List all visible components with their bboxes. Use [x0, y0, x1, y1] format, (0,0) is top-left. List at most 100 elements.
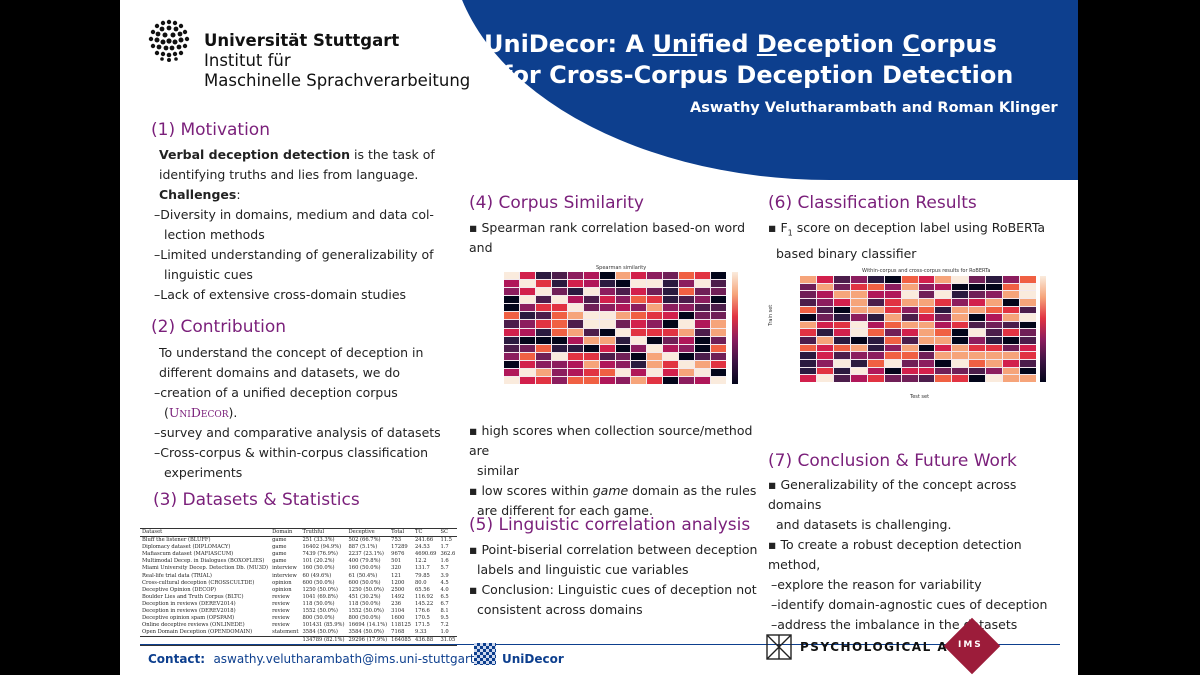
- heatmap-cell: [969, 298, 986, 306]
- heatmap-cell: [615, 320, 631, 328]
- heatmap-cell: [615, 368, 631, 376]
- heatmap-cell: [800, 321, 816, 329]
- heatmap-cell: [695, 328, 711, 336]
- table-cell: 101 (20.2%): [302, 558, 335, 565]
- heatmap-cell: [695, 344, 711, 352]
- heatmap-cell: [850, 360, 867, 367]
- heatmap-cell: [583, 296, 599, 304]
- heatmap-cell: [816, 276, 833, 283]
- heatmap-cell: [695, 312, 711, 320]
- heatmap-cell: [711, 352, 726, 360]
- heatmap-cell: [816, 321, 833, 329]
- heatmap-cell: [1020, 291, 1036, 298]
- heatmap-cell: [986, 298, 1003, 306]
- heatmap-cell: [519, 280, 535, 288]
- heatmap-cell: [1003, 314, 1020, 321]
- heatmap-cell: [583, 376, 599, 384]
- heatmap-cell: [583, 368, 599, 376]
- heatmap-cell: [1020, 306, 1036, 314]
- heatmap-cell: [504, 360, 519, 368]
- heatmap-cell: [567, 360, 583, 368]
- table-cell: 116.92: [414, 593, 434, 600]
- motivation-body: Verbal deception detection is the task o…: [154, 147, 435, 302]
- heatmap-cell: [695, 288, 711, 296]
- heatmap-cell: [504, 280, 519, 288]
- heatmap-cell: [800, 291, 816, 298]
- heatmap-cell: [567, 272, 583, 280]
- heatmap-cell: [679, 304, 695, 312]
- table-cell: 800 (50.0%): [302, 615, 335, 622]
- heatmap-cell: [615, 304, 631, 312]
- heatmap-cell: [935, 367, 952, 375]
- heatmap-cell: [833, 329, 850, 337]
- contact-line: Contact: aswathy.velutharambath@ims.uni-…: [148, 652, 494, 666]
- heatmap-cell: [663, 320, 679, 328]
- heatmap-cell: [1003, 321, 1020, 329]
- table-cell: 1552 (50.0%): [348, 608, 384, 615]
- heatmap-cell: [918, 337, 935, 344]
- heatmap-cell: [535, 312, 551, 320]
- heatmap-cell: [952, 321, 969, 329]
- heatmap-cell: [504, 336, 519, 344]
- heatmap-cell: [884, 306, 901, 314]
- table-cell: 4690.69: [414, 551, 437, 558]
- table-cell: 9.5: [440, 615, 449, 622]
- table-cell: review: [272, 615, 290, 622]
- table-total-cell: 29296 (17.9%): [348, 637, 388, 644]
- heatmap-cell: [519, 312, 535, 320]
- heatmap-cell: [833, 352, 850, 360]
- heatmap-cell: [567, 280, 583, 288]
- heatmap-cell: [583, 352, 599, 360]
- heatmap-cell: [884, 360, 901, 367]
- heatmap-cell: [867, 352, 884, 360]
- heatmap-cell: [867, 321, 884, 329]
- heatmap-cell: [583, 272, 599, 280]
- table-row: Deception in reviews (DEREV2018) review 15…: [140, 608, 457, 615]
- heatmap-cell: [551, 352, 567, 360]
- heatmap-cell: [647, 272, 663, 280]
- heatmap-cell: [918, 314, 935, 321]
- heatmap-cell: [969, 375, 986, 382]
- repo-link[interactable]: UniDecor: [502, 652, 564, 666]
- heatmap-cell: [969, 329, 986, 337]
- table-row: Boulder Lies and Truth Corpus (BLTC) revi…: [140, 594, 457, 601]
- table-cell: 176.6: [414, 608, 430, 615]
- table-cell: 501: [391, 558, 402, 565]
- heatmap-cell: [1003, 344, 1020, 352]
- heatmap-cell: [901, 352, 918, 360]
- heatmap-cell: [986, 360, 1003, 367]
- heatmap-cell: [631, 344, 647, 352]
- similarity-chart-title: Spearman similarity: [596, 265, 647, 271]
- table-cell: 11.5: [440, 537, 452, 544]
- heatmap-cell: [711, 320, 726, 328]
- table-cell: 170.5: [414, 615, 430, 622]
- heatmap-cell: [551, 312, 567, 320]
- heatmap-cell: [519, 376, 535, 384]
- table-cell: 1200: [391, 579, 405, 586]
- heatmap-cell: [952, 314, 969, 321]
- heatmap-cell: [850, 329, 867, 337]
- heatmap-cell: [800, 360, 816, 367]
- table-cell: Online deceptive reviews (ONLINEDE): [142, 622, 245, 629]
- heatmap-cell: [850, 298, 867, 306]
- table-cell: 7439 (76.9%): [302, 551, 338, 558]
- heading-linguistic: (5) Linguistic correlation analysis: [469, 515, 751, 535]
- table-cell: 101431 (85.9%): [302, 622, 345, 629]
- heatmap-cell: [519, 320, 535, 328]
- qr-code-icon[interactable]: [474, 643, 496, 665]
- table-cell: 65.56: [414, 586, 430, 593]
- contribution-body: To understand the concept of deception i…: [154, 345, 441, 480]
- heatmap-cell: [1003, 276, 1020, 283]
- heatmap-cell: [663, 344, 679, 352]
- heatmap-cell: [631, 280, 647, 288]
- table-cell: game: [272, 551, 287, 558]
- heatmap-cell: [901, 360, 918, 367]
- heatmap-cell: [816, 352, 833, 360]
- heatmap-cell: [519, 328, 535, 336]
- heatmap-cell: [599, 328, 615, 336]
- heatmap-cell: [647, 376, 663, 384]
- heatmap-cell: [695, 304, 711, 312]
- heatmap-cell: [901, 321, 918, 329]
- heatmap-cell: [663, 360, 679, 368]
- table-cell: 3584 (50.0%): [302, 629, 338, 636]
